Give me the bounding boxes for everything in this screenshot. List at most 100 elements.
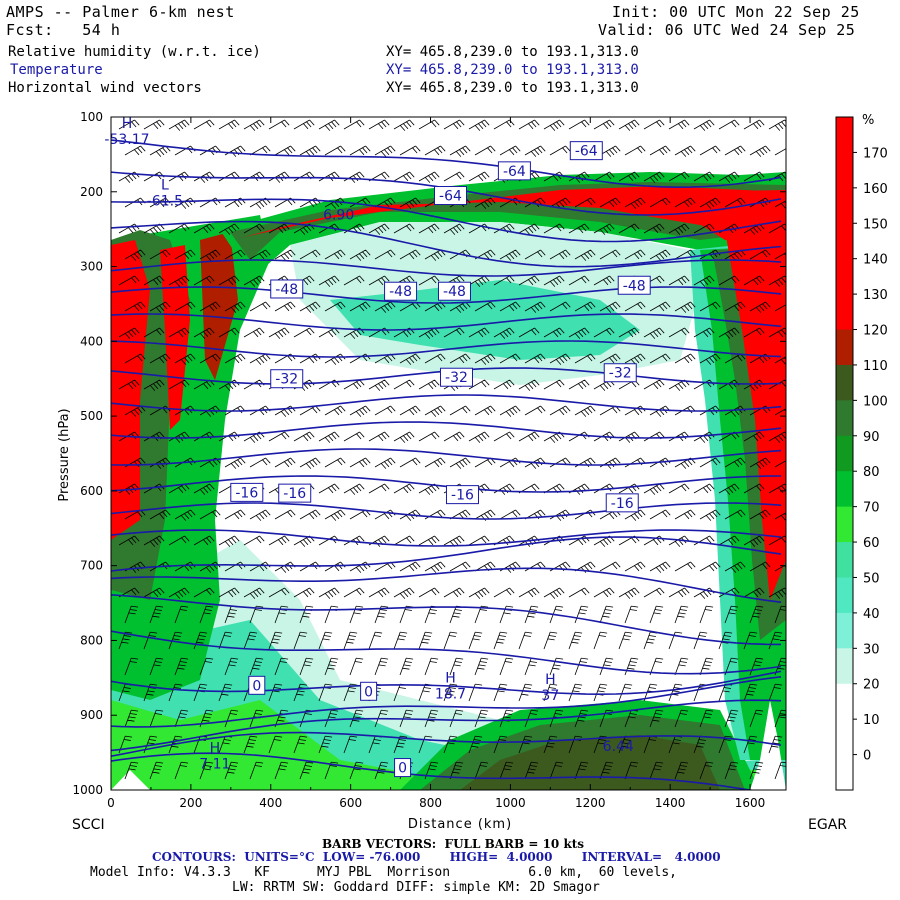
wind-barb bbox=[524, 509, 546, 520]
wind-barb bbox=[749, 605, 764, 624]
temperature-label: -64 bbox=[503, 164, 526, 180]
temperature-label-box bbox=[394, 758, 412, 778]
wind-barb bbox=[393, 483, 415, 494]
wind-barb bbox=[374, 197, 396, 208]
wind-barb bbox=[193, 683, 208, 702]
wind-barb bbox=[168, 483, 190, 494]
wind-barb bbox=[649, 709, 664, 728]
wind-barb bbox=[599, 561, 621, 572]
y-axis: 100 200 300 400 500 600 700 800 900 1000 bbox=[72, 110, 786, 797]
isotherm-line bbox=[111, 394, 782, 412]
wind-barb bbox=[193, 327, 215, 339]
wind-barb bbox=[474, 709, 489, 728]
wind-barb bbox=[174, 405, 196, 416]
colorbar-label: 100 bbox=[863, 394, 888, 409]
wind-barb bbox=[593, 223, 615, 235]
wind-barb bbox=[143, 379, 165, 391]
wind-barb bbox=[574, 457, 596, 468]
wind-barb bbox=[743, 735, 758, 754]
isotherm-line bbox=[111, 731, 782, 758]
left-endpoint-label: SCCI bbox=[72, 817, 105, 833]
wind-barb bbox=[593, 171, 615, 182]
wind-barb bbox=[599, 197, 621, 208]
wind-barb bbox=[618, 171, 640, 182]
wind-barb bbox=[449, 761, 464, 780]
wind-barb bbox=[768, 683, 783, 702]
wind-barb bbox=[168, 379, 190, 390]
wind-barb bbox=[624, 197, 646, 209]
wind-barb bbox=[474, 249, 496, 260]
wind-barb bbox=[268, 327, 290, 339]
wind-barb bbox=[649, 561, 671, 573]
colorbar-label: 110 bbox=[863, 359, 888, 374]
wind-barb bbox=[124, 301, 146, 312]
wind-barb bbox=[549, 145, 571, 156]
isotherm-line bbox=[111, 259, 782, 277]
wind-barb bbox=[318, 587, 340, 599]
wind-barb bbox=[768, 483, 786, 494]
wind-barb bbox=[724, 301, 746, 312]
wind-barb bbox=[418, 223, 440, 234]
wind-barb bbox=[499, 761, 514, 780]
colorbar-label: 50 bbox=[863, 571, 880, 586]
wind-barb bbox=[168, 327, 190, 338]
wind-barb bbox=[368, 431, 390, 442]
wind-barb bbox=[568, 171, 590, 183]
wind-barb bbox=[674, 509, 696, 520]
wind-barb bbox=[349, 301, 371, 312]
wind-barb bbox=[693, 171, 715, 182]
wind-barb bbox=[618, 631, 633, 650]
isotherm-line bbox=[111, 676, 782, 728]
colorbar-segment bbox=[836, 683, 853, 720]
wind-barb bbox=[149, 301, 171, 313]
wind-barb bbox=[643, 379, 665, 390]
wind-barb bbox=[293, 535, 315, 547]
wind-barb bbox=[743, 683, 758, 702]
wind-barb bbox=[443, 327, 465, 338]
wind-barb bbox=[243, 735, 258, 754]
temperature-label: 0 bbox=[398, 761, 407, 777]
wind-barb bbox=[749, 709, 764, 728]
wind-barb bbox=[524, 353, 546, 364]
wind-barb bbox=[149, 605, 164, 624]
wind-barb bbox=[593, 379, 615, 391]
wind-barb bbox=[474, 353, 496, 365]
wind-barb bbox=[518, 327, 540, 338]
wind-barb bbox=[768, 171, 786, 182]
wind-barb bbox=[299, 145, 321, 157]
contour-legend: CONTOURS: UNITS=°C LOW= -76.000 HIGH= 4.… bbox=[152, 850, 721, 864]
wind-barb bbox=[743, 275, 765, 286]
wind-barb bbox=[574, 249, 596, 261]
field-label-wind: Horizontal wind vectors bbox=[8, 80, 202, 96]
isotherm-line bbox=[111, 198, 782, 243]
temperature-label-box bbox=[270, 369, 304, 389]
wind-barb bbox=[174, 709, 189, 728]
wind-barb bbox=[118, 379, 140, 390]
wind-barb bbox=[393, 431, 415, 443]
wind-barb bbox=[518, 683, 533, 702]
wind-barb bbox=[299, 301, 321, 313]
x-axis-label: Distance (km) bbox=[408, 817, 512, 832]
wind-barb bbox=[168, 223, 190, 234]
wind-barb bbox=[674, 145, 696, 157]
wind-barb bbox=[318, 483, 340, 494]
wind-barb bbox=[568, 379, 590, 390]
colorbar-label: 0 bbox=[863, 749, 871, 764]
wind-barb bbox=[168, 587, 190, 599]
wind-barb bbox=[324, 709, 339, 728]
wind-barb bbox=[449, 353, 471, 364]
wind-barb bbox=[724, 249, 746, 261]
colorbar-label: 130 bbox=[863, 288, 888, 303]
wind-barb bbox=[674, 561, 696, 572]
wind-barb bbox=[149, 457, 171, 469]
wind-barb bbox=[374, 353, 396, 364]
wind-barb bbox=[599, 353, 621, 364]
wind-barb bbox=[243, 171, 265, 182]
wind-barb bbox=[574, 605, 589, 624]
wind-barb bbox=[593, 587, 615, 598]
wind-barb bbox=[224, 197, 246, 208]
wind-barb bbox=[574, 353, 596, 364]
wind-barb bbox=[268, 535, 290, 546]
y-tick-label: 100 bbox=[80, 110, 103, 124]
